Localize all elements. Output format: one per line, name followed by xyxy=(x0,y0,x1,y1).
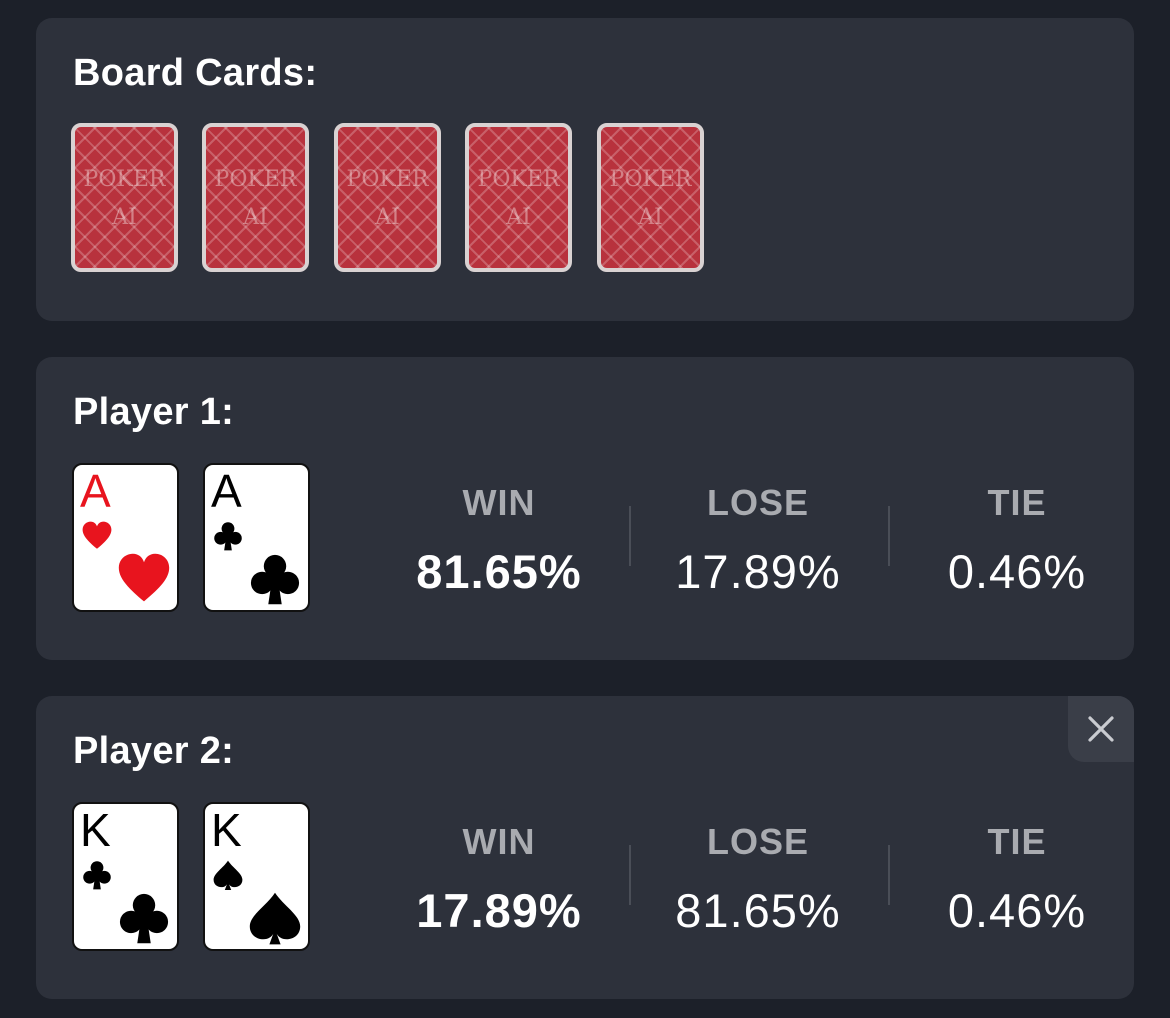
lose-value: 81.65% xyxy=(675,884,841,937)
card-back-label: POKER xyxy=(214,167,297,192)
card-rank: A xyxy=(211,465,242,517)
tie-stat: TIE 0.46% xyxy=(888,822,1146,936)
win-value: 81.65% xyxy=(416,545,582,598)
card-rank: K xyxy=(211,804,242,856)
win-stat: WIN 81.65% xyxy=(370,483,628,597)
player-2-card-2[interactable]: K xyxy=(203,802,310,951)
card-back-label: AI xyxy=(375,205,400,230)
board-card-5[interactable]: POKER AI xyxy=(597,123,704,272)
heart-icon xyxy=(82,521,112,549)
card-back-label: POKER xyxy=(83,167,166,192)
close-icon xyxy=(1088,716,1114,742)
stat-divider xyxy=(888,506,890,566)
board-card-4[interactable]: POKER AI xyxy=(465,123,572,272)
tie-label: TIE xyxy=(987,482,1047,523)
player-2-panel: Player 2: K K WIN 17.89% LOSE xyxy=(36,696,1134,999)
board-card-3[interactable]: POKER AI xyxy=(334,123,441,272)
club-icon xyxy=(119,893,169,944)
player-1-panel: Player 1: A A WIN 81.65% LOSE xyxy=(36,357,1134,660)
win-value: 17.89% xyxy=(416,884,582,937)
spade-icon xyxy=(249,892,301,945)
player-2-stats: WIN 17.89% LOSE 81.65% TIE 0.46% xyxy=(336,822,1116,936)
stat-divider xyxy=(629,845,631,905)
board-card-2[interactable]: POKER AI xyxy=(202,123,309,272)
player-1-title: Player 1: xyxy=(73,391,235,433)
win-stat: WIN 17.89% xyxy=(370,822,628,936)
lose-label: LOSE xyxy=(706,482,809,523)
win-label: WIN xyxy=(462,821,536,862)
lose-value: 17.89% xyxy=(675,545,841,598)
player-1-card-2[interactable]: A xyxy=(203,463,310,612)
lose-stat: LOSE 81.65% xyxy=(629,822,887,936)
lose-label: LOSE xyxy=(706,821,809,862)
card-back-label: POKER xyxy=(477,167,560,192)
club-icon xyxy=(214,522,242,551)
tie-value: 0.46% xyxy=(947,545,1087,598)
club-icon xyxy=(83,861,111,890)
player-1-stats: WIN 81.65% LOSE 17.89% TIE 0.46% xyxy=(336,483,1116,597)
club-icon xyxy=(250,554,300,605)
stat-divider xyxy=(888,845,890,905)
board-cards-panel: Board Cards: POKER AI POKER AI POKER AI … xyxy=(36,18,1134,321)
tie-label: TIE xyxy=(987,821,1047,862)
player-2-title: Player 2: xyxy=(73,730,235,772)
player-2-card-1[interactable]: K xyxy=(72,802,179,951)
tie-value: 0.46% xyxy=(947,884,1087,937)
heart-icon xyxy=(118,553,170,602)
card-back-label: POKER xyxy=(609,167,692,192)
board-card-1[interactable]: POKER AI xyxy=(71,123,178,272)
player-1-card-1[interactable]: A xyxy=(72,463,179,612)
card-back-label: AI xyxy=(243,205,268,230)
tie-stat: TIE 0.46% xyxy=(888,483,1146,597)
spade-icon xyxy=(213,860,243,891)
win-label: WIN xyxy=(462,482,536,523)
card-back-label: AI xyxy=(638,205,663,230)
card-back-label: AI xyxy=(506,205,531,230)
card-back-label: POKER xyxy=(346,167,429,192)
board-cards-title: Board Cards: xyxy=(73,52,318,94)
lose-stat: LOSE 17.89% xyxy=(629,483,887,597)
card-rank: K xyxy=(80,804,111,856)
stat-divider xyxy=(629,506,631,566)
card-rank: A xyxy=(80,465,111,517)
remove-player-button[interactable] xyxy=(1068,696,1134,762)
card-back-label: AI xyxy=(112,205,137,230)
